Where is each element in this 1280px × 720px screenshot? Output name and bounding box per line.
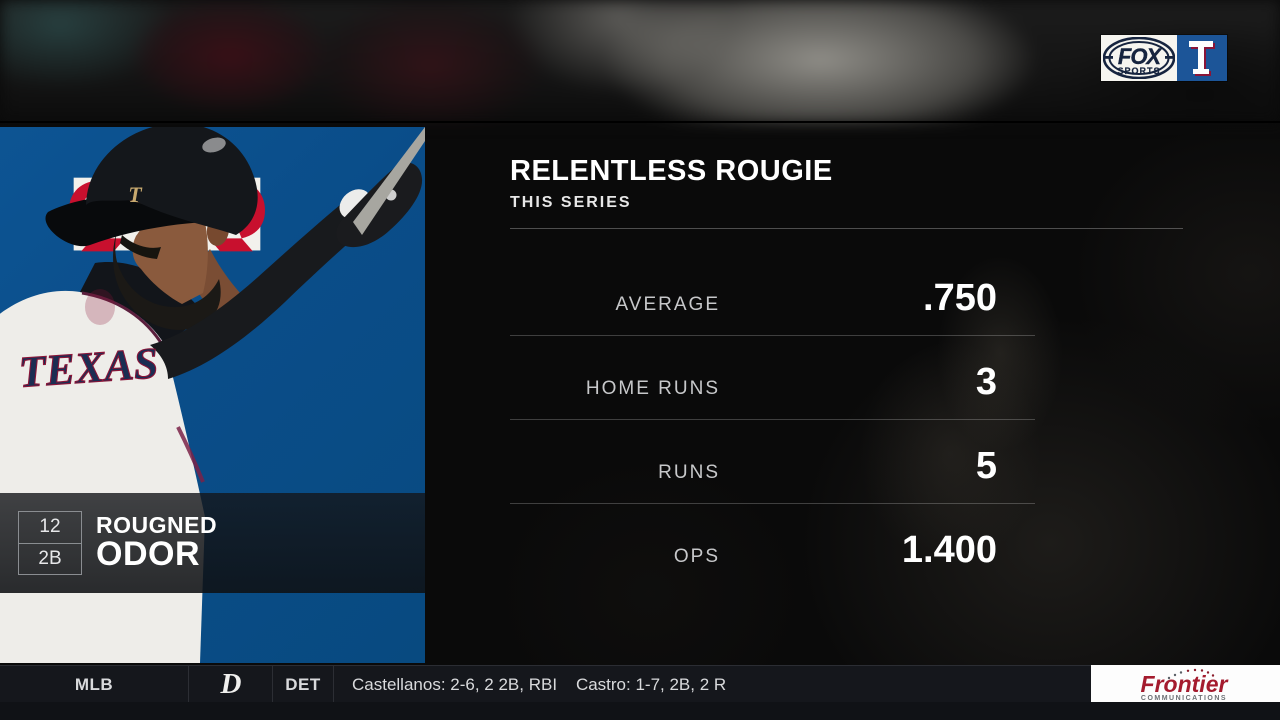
- svg-text:TEXAS: TEXAS: [17, 338, 159, 397]
- svg-text:SPORTS: SPORTS: [1117, 66, 1160, 76]
- svg-text:COMMUNICATIONS: COMMUNICATIONS: [1140, 695, 1226, 701]
- svg-text:Frontier: Frontier: [1140, 671, 1228, 697]
- svg-text:D: D: [219, 671, 241, 698]
- svg-text:T: T: [128, 182, 143, 207]
